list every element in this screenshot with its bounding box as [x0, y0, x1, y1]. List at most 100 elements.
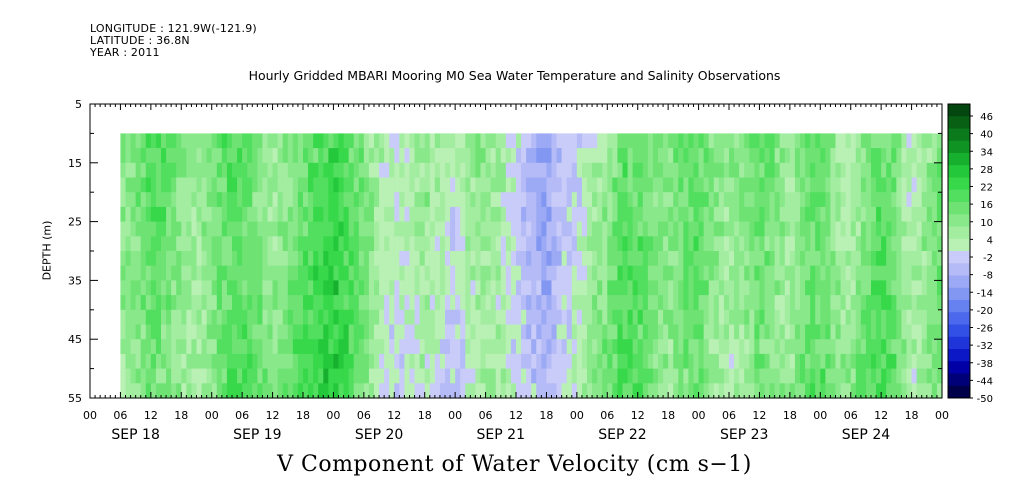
- heatmap-cell: [297, 251, 304, 267]
- heatmap-cell: [516, 221, 522, 237]
- heatmap-cell: [176, 251, 182, 267]
- heatmap-cell: [876, 148, 882, 164]
- heatmap-cell: [830, 295, 837, 311]
- heatmap-cell: [125, 221, 132, 237]
- heatmap-cell: [389, 265, 395, 281]
- heatmap-cell: [145, 221, 152, 237]
- heatmap-cell: [592, 251, 598, 267]
- heatmap-cell: [130, 339, 137, 355]
- heatmap-cell: [576, 339, 583, 355]
- heatmap-cell: [845, 133, 852, 149]
- heatmap-cell: [800, 206, 806, 223]
- heatmap-cell: [500, 353, 507, 370]
- heatmap-cell: [769, 162, 776, 179]
- heatmap-cell: [323, 280, 329, 296]
- heatmap-cell: [470, 251, 477, 267]
- heatmap-cell: [561, 177, 568, 193]
- heatmap-cell: [303, 221, 309, 237]
- heatmap-cell: [516, 177, 522, 193]
- heatmap-cell: [353, 295, 360, 311]
- heatmap-cell: [911, 148, 918, 164]
- heatmap-cell: [343, 383, 350, 399]
- heatmap-cell: [622, 280, 629, 296]
- heatmap-cell: [764, 192, 771, 208]
- heatmap-cell: [744, 206, 750, 223]
- heatmap-cell: [556, 265, 563, 281]
- heatmap-cell: [592, 280, 598, 296]
- heatmap-cell: [647, 206, 654, 223]
- heatmap-cell: [257, 177, 264, 193]
- heatmap-cell: [338, 177, 345, 193]
- heatmap-cell: [632, 353, 639, 370]
- heatmap-cell: [764, 368, 771, 384]
- heatmap-cell: [510, 192, 517, 208]
- heatmap-cell: [226, 221, 233, 237]
- heatmap-cell: [297, 383, 304, 399]
- heatmap-cell: [120, 192, 127, 208]
- heatmap-cell: [860, 339, 867, 355]
- heatmap-cell: [774, 368, 781, 384]
- heatmap-cell: [749, 206, 755, 223]
- heatmap-cell: [647, 265, 654, 281]
- heatmap-cell: [125, 280, 132, 296]
- heatmap-cell: [120, 221, 127, 237]
- heatmap-cell: [510, 339, 517, 355]
- heatmap-cell: [460, 339, 466, 355]
- heatmap-cell: [313, 162, 319, 179]
- heatmap-cell: [551, 148, 558, 164]
- heatmap-cell: [404, 265, 411, 281]
- heatmap-cell: [323, 221, 329, 237]
- heatmap-cell: [805, 177, 811, 193]
- heatmap-cell: [779, 236, 786, 252]
- heatmap-cell: [906, 368, 913, 384]
- heatmap-cell: [749, 295, 755, 311]
- heatmap-cell: [120, 280, 127, 296]
- heatmap-cell: [272, 309, 279, 326]
- heatmap-cell: [860, 383, 867, 399]
- heatmap-cell: [876, 309, 882, 326]
- heatmap-cell: [211, 265, 218, 281]
- colorbar-swatch: [948, 312, 970, 325]
- heatmap-cell: [303, 133, 309, 149]
- heatmap-cell: [206, 280, 213, 296]
- colorbar-swatch: [948, 116, 970, 129]
- heatmap-cell: [637, 353, 644, 370]
- heatmap-cell: [749, 221, 755, 237]
- heatmap-cell: [607, 177, 613, 193]
- colorbar-swatch: [948, 226, 970, 240]
- heatmap-cell: [414, 162, 421, 179]
- heatmap-cell: [607, 148, 613, 164]
- heatmap-cell: [480, 324, 487, 340]
- heatmap-cell: [216, 265, 223, 281]
- heatmap-cell: [926, 368, 933, 384]
- heatmap-cell: [232, 265, 238, 281]
- heatmap-cell: [658, 368, 664, 384]
- heatmap-cell: [521, 309, 527, 326]
- heatmap-cell: [125, 133, 132, 149]
- heatmap-cell: [232, 309, 238, 326]
- heatmap-cell: [647, 192, 654, 208]
- heatmap-cell: [617, 280, 624, 296]
- heatmap-cell: [734, 177, 740, 193]
- heatmap-cell: [774, 221, 781, 237]
- heatmap-cell: [490, 368, 497, 384]
- heatmap-cell: [794, 295, 801, 311]
- heatmap-cell: [150, 265, 157, 281]
- heatmap-cell: [931, 324, 938, 340]
- heatmap-cell: [237, 162, 243, 179]
- heatmap-cell: [668, 309, 674, 326]
- heatmap-cell: [678, 206, 684, 223]
- heatmap-cell: [566, 162, 573, 179]
- heatmap-cell: [500, 368, 507, 384]
- heatmap-cell: [500, 324, 507, 340]
- x-hour-label: 18: [661, 409, 675, 422]
- heatmap-cell: [140, 309, 147, 326]
- heatmap-cell: [125, 148, 132, 164]
- heatmap-cell: [455, 309, 461, 326]
- heatmap-cell: [571, 383, 578, 399]
- heatmap-cell: [597, 324, 603, 340]
- heatmap-cell: [287, 177, 294, 193]
- heatmap-cell: [830, 148, 837, 164]
- heatmap-cell: [434, 324, 441, 340]
- heatmap-cell: [439, 309, 446, 326]
